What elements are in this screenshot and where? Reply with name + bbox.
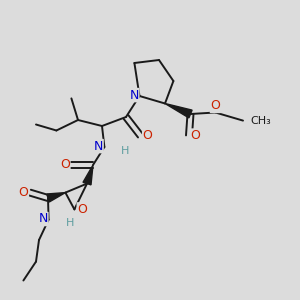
Text: CH₃: CH₃ [250,116,271,126]
Text: N: N [94,140,103,153]
Text: O: O [191,129,200,142]
Text: N: N [129,88,139,102]
Text: H: H [121,146,130,157]
Polygon shape [47,193,65,202]
Polygon shape [165,103,192,118]
Polygon shape [83,165,93,185]
Text: O: O [77,203,87,216]
Text: O: O [19,185,28,199]
Text: O: O [143,129,152,142]
Text: O: O [211,99,220,112]
Text: N: N [38,212,48,226]
Text: H: H [66,218,75,228]
Text: O: O [60,158,70,171]
